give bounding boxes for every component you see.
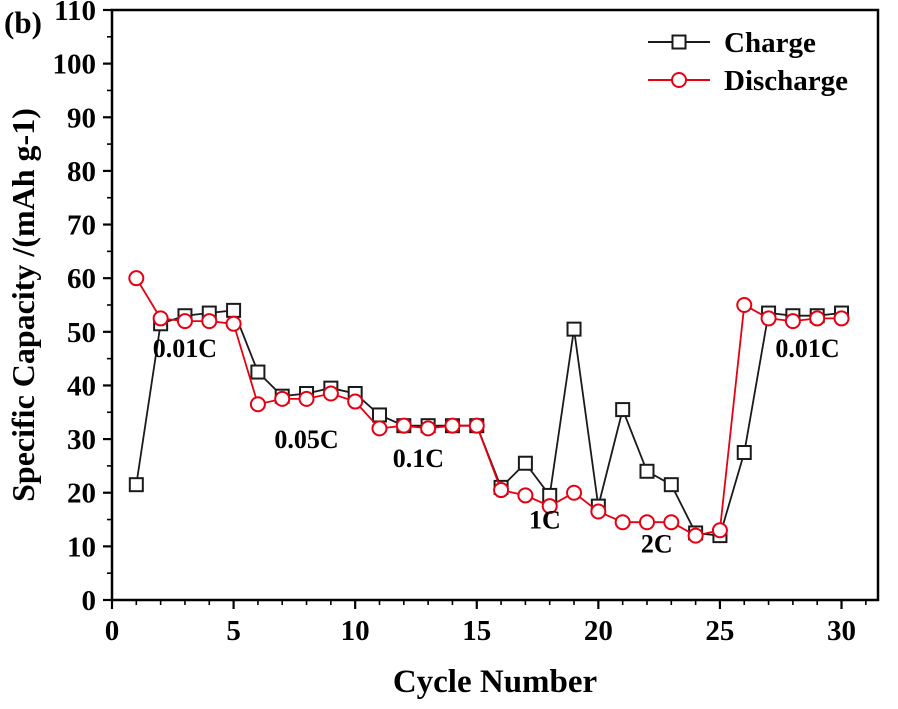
discharge-marker — [833, 310, 850, 327]
x-tick-label: 15 — [462, 615, 491, 647]
discharge-marker — [784, 313, 801, 330]
discharge-marker — [760, 310, 777, 327]
x-axis-title: Cycle Number — [393, 664, 597, 700]
discharge-marker — [225, 315, 242, 332]
y-tick-label: 110 — [54, 0, 96, 27]
discharge-marker — [347, 393, 364, 410]
x-tick-label: 20 — [584, 615, 613, 647]
charge-marker — [250, 364, 266, 380]
charge-marker — [566, 321, 582, 337]
rate-annotation: 1C — [529, 506, 561, 535]
discharge-marker — [298, 390, 315, 407]
discharge-series-line — [135, 277, 842, 537]
charge-marker — [736, 445, 752, 460]
charge-series-line — [135, 309, 842, 537]
y-tick-label: 30 — [67, 424, 96, 456]
charge-marker — [128, 477, 144, 493]
legend-label-discharge: Discharge — [724, 65, 848, 97]
discharge-marker — [444, 417, 461, 434]
charge-marker — [663, 477, 679, 493]
discharge-marker — [395, 417, 412, 434]
y-tick-label: 60 — [67, 263, 96, 295]
discharge-marker — [371, 420, 388, 437]
discharge-marker — [468, 417, 485, 434]
discharge-marker — [517, 487, 534, 504]
discharge-marker — [274, 390, 291, 407]
rate-annotation: 0.1C — [393, 444, 444, 473]
charge-marker — [639, 463, 655, 479]
discharge-marker — [322, 385, 339, 402]
y-tick-label: 20 — [67, 478, 96, 510]
x-tick-label: 5 — [226, 615, 241, 647]
discharge-marker — [152, 310, 169, 327]
y-tick-label: 40 — [67, 370, 96, 402]
y-tick-label: 10 — [67, 531, 96, 563]
discharge-marker — [687, 527, 704, 544]
charge-marker — [226, 302, 242, 318]
y-tick-label: 80 — [67, 156, 96, 188]
y-tick-label: 90 — [67, 102, 96, 134]
discharge-marker — [128, 270, 145, 287]
discharge-marker — [566, 484, 583, 501]
rate-annotation: 2C — [641, 530, 673, 559]
x-tick-label: 30 — [827, 615, 856, 647]
rate-annotation: 0.05C — [274, 425, 338, 454]
legend-label-charge: Charge — [724, 27, 816, 59]
discharge-marker — [249, 396, 266, 413]
discharge-marker — [493, 482, 510, 499]
x-tick-label: 10 — [341, 615, 370, 647]
y-tick-label: 70 — [67, 210, 96, 242]
charge-marker — [615, 402, 631, 418]
discharge-marker — [541, 498, 558, 515]
discharge-marker — [711, 522, 728, 539]
discharge-marker — [176, 313, 193, 330]
rate-annotation: 0.01C — [153, 334, 217, 363]
charge-marker — [371, 407, 387, 423]
discharge-marker — [736, 297, 753, 313]
panel-label: (b) — [4, 5, 42, 40]
discharge-marker — [201, 313, 218, 330]
discharge-marker — [638, 514, 655, 531]
charge-marker — [517, 455, 533, 471]
discharge-marker — [809, 310, 826, 327]
legend-marker-charge — [671, 34, 687, 50]
legend-marker-discharge — [671, 72, 687, 88]
y-axis-title: Specific Capacity /(mAh g-1) — [5, 108, 41, 502]
y-tick-label: 0 — [82, 585, 97, 617]
y-tick-label: 100 — [53, 49, 97, 81]
discharge-marker — [590, 503, 607, 520]
discharge-marker — [614, 514, 631, 531]
y-tick-label: 50 — [67, 317, 96, 349]
x-tick-label: 0 — [105, 615, 120, 647]
rate-annotation: 0.01C — [775, 334, 839, 363]
discharge-marker — [420, 420, 437, 437]
x-tick-label: 25 — [705, 615, 734, 647]
discharge-marker — [663, 514, 680, 531]
